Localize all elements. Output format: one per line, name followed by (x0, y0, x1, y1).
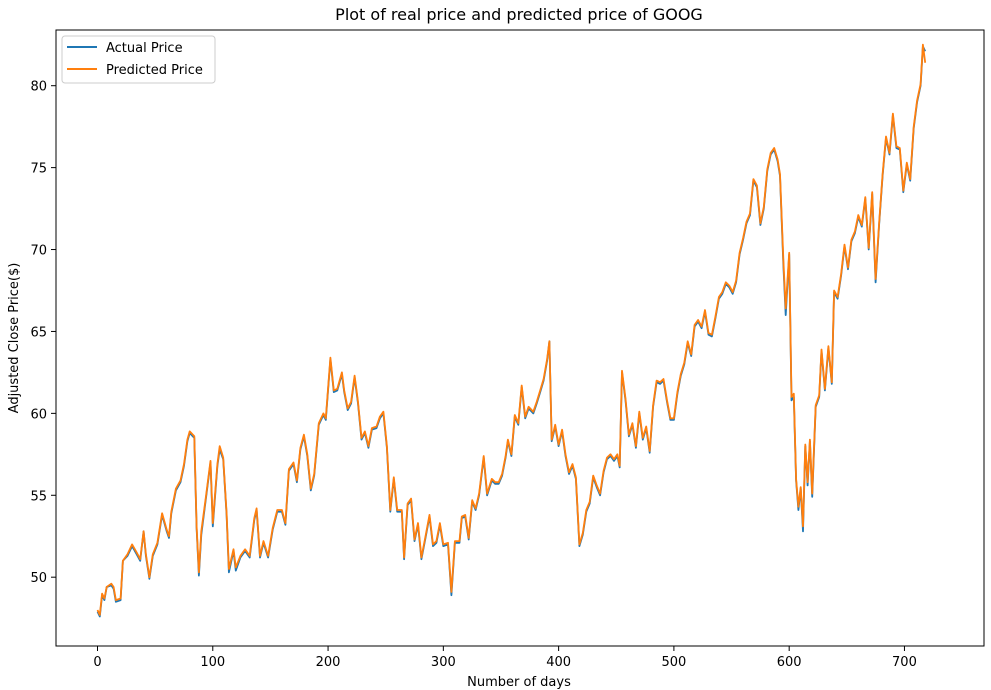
x-tick-label: 700 (892, 655, 917, 670)
chart-title: Plot of real price and predicted price o… (335, 5, 703, 24)
series-layer (96, 43, 927, 618)
y-axis: 50 55 60 65 70 75 80 (30, 80, 56, 586)
x-tick-label: 0 (93, 655, 101, 670)
legend-label-actual: Actual Price (106, 41, 183, 56)
y-tick-label: 55 (30, 489, 47, 504)
predicted-price-line (96, 43, 927, 616)
x-tick-label: 500 (661, 655, 686, 670)
x-tick-label: 600 (777, 655, 802, 670)
x-tick-label: 400 (546, 655, 571, 670)
y-tick-label: 70 (30, 244, 47, 259)
plot-area (55, 29, 985, 647)
legend-box (61, 35, 216, 84)
x-tick-label: 200 (316, 655, 341, 670)
y-tick-label: 80 (30, 80, 47, 95)
x-tick-label: 300 (431, 655, 456, 670)
legend-label-predicted: Predicted Price (106, 63, 203, 78)
x-axis: 0 100 200 300 400 500 600 700 (93, 646, 917, 670)
y-tick-label: 75 (30, 162, 47, 177)
x-axis-label: Number of days (467, 675, 571, 690)
legend: Actual Price Predicted Price (61, 35, 216, 84)
y-tick-label: 65 (30, 325, 47, 340)
x-tick-label: 100 (200, 655, 225, 670)
y-axis-label: Adjusted Close Price($) (7, 263, 22, 414)
y-tick-label: 50 (30, 571, 47, 586)
y-tick-label: 60 (30, 407, 47, 422)
